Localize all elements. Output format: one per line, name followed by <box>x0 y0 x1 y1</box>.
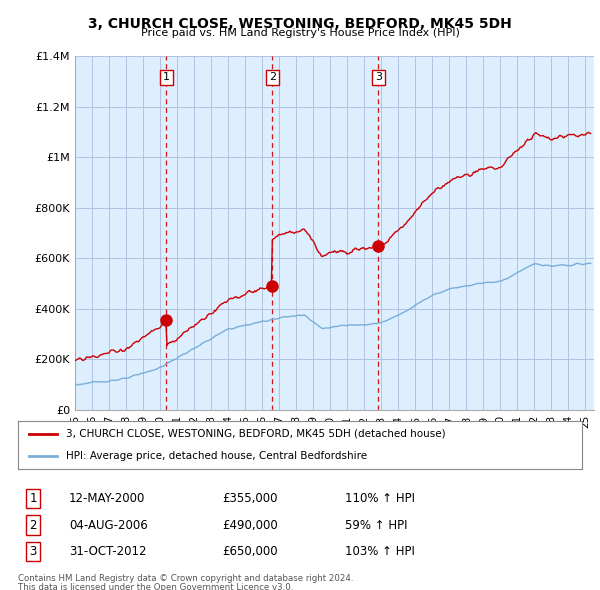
Text: £650,000: £650,000 <box>222 545 278 558</box>
Text: 3, CHURCH CLOSE, WESTONING, BEDFORD, MK45 5DH (detached house): 3, CHURCH CLOSE, WESTONING, BEDFORD, MK4… <box>66 429 446 439</box>
Text: 103% ↑ HPI: 103% ↑ HPI <box>345 545 415 558</box>
Text: 110% ↑ HPI: 110% ↑ HPI <box>345 492 415 505</box>
Text: 3: 3 <box>29 545 37 558</box>
Text: HPI: Average price, detached house, Central Bedfordshire: HPI: Average price, detached house, Cent… <box>66 451 367 461</box>
Text: 12-MAY-2000: 12-MAY-2000 <box>69 492 145 505</box>
Text: 3, CHURCH CLOSE, WESTONING, BEDFORD, MK45 5DH: 3, CHURCH CLOSE, WESTONING, BEDFORD, MK4… <box>88 17 512 31</box>
Text: £355,000: £355,000 <box>222 492 277 505</box>
Text: Contains HM Land Registry data © Crown copyright and database right 2024.: Contains HM Land Registry data © Crown c… <box>18 574 353 583</box>
Text: 1: 1 <box>29 492 37 505</box>
Text: 04-AUG-2006: 04-AUG-2006 <box>69 519 148 532</box>
Text: £490,000: £490,000 <box>222 519 278 532</box>
Text: 31-OCT-2012: 31-OCT-2012 <box>69 545 146 558</box>
Text: 2: 2 <box>269 73 276 82</box>
Text: 59% ↑ HPI: 59% ↑ HPI <box>345 519 407 532</box>
Text: This data is licensed under the Open Government Licence v3.0.: This data is licensed under the Open Gov… <box>18 583 293 590</box>
Text: 1: 1 <box>163 73 170 82</box>
Text: Price paid vs. HM Land Registry's House Price Index (HPI): Price paid vs. HM Land Registry's House … <box>140 28 460 38</box>
Text: 3: 3 <box>375 73 382 82</box>
Text: 2: 2 <box>29 519 37 532</box>
